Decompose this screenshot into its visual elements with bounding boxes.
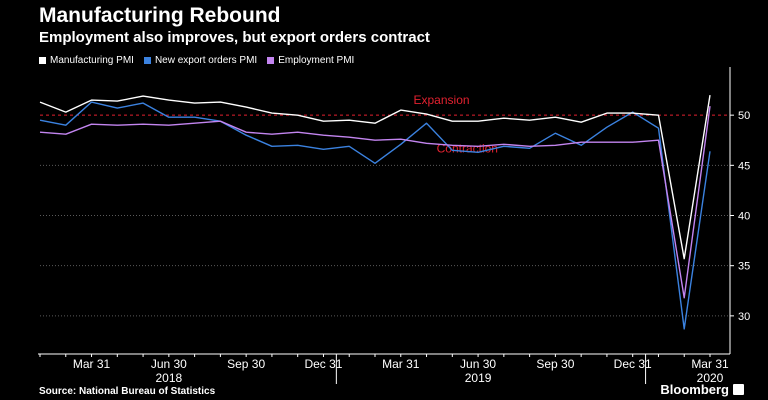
legend-swatch-employment-pmi: [267, 57, 275, 64]
x-year-label-2019: 2019: [465, 371, 492, 385]
y-tick-label-50: 50: [738, 110, 750, 122]
x-tick-label: Dec 31: [614, 357, 652, 371]
x-tick-label: Sep 30: [227, 357, 265, 371]
legend-label-new-export-orders-pmi: New export orders PMI: [154, 55, 258, 66]
x-year-label-2018: 2018: [155, 371, 182, 385]
legend-label-manufacturing-pmi: Manufacturing PMI: [50, 55, 134, 66]
series-line-new-export-orders-pmi: [39, 101, 711, 330]
x-tick-label: Mar 31: [691, 357, 729, 371]
y-tick-label-35: 35: [738, 261, 750, 273]
brand-name: Bloomberg: [660, 382, 729, 397]
x-tick-label: Dec 31: [304, 357, 342, 371]
brand-badge-icon: [733, 384, 744, 395]
x-tick-label: Mar 31: [73, 357, 111, 371]
series-line-employment-pmi: [39, 106, 711, 299]
source-note: Source: National Bureau of Statistics: [39, 386, 216, 397]
brand-logo: Bloomberg: [660, 382, 744, 397]
y-tick-label-45: 45: [738, 160, 750, 172]
y-tick-label-40: 40: [738, 211, 750, 223]
annotation-expansion: Expansion: [414, 93, 470, 107]
legend-item-employment-pmi: Employment PMI: [267, 55, 354, 66]
chart-subtitle: Employment also improves, but export ord…: [39, 29, 430, 46]
y-tick-label-30: 30: [738, 311, 750, 323]
legend-swatch-new-export-orders-pmi: [143, 57, 151, 64]
legend-item-new-export-orders-pmi: New export orders PMI: [143, 55, 258, 66]
legend-swatch-manufacturing-pmi: [39, 57, 46, 64]
series-line-manufacturing-pmi: [39, 94, 711, 260]
chart-legend: Manufacturing PMI New export orders PMI …: [39, 55, 364, 66]
legend-label-employment-pmi: Employment PMI: [278, 55, 355, 66]
chart-title: Manufacturing Rebound: [39, 4, 281, 27]
x-year-label-2020: 2020: [697, 371, 724, 385]
legend-item-manufacturing-pmi: Manufacturing PMI: [39, 55, 134, 66]
x-tick-label: Sep 30: [536, 357, 574, 371]
x-tick-label: Jun 30: [151, 357, 187, 371]
x-tick-label: Jun 30: [460, 357, 496, 371]
x-tick-label: Mar 31: [382, 357, 420, 371]
